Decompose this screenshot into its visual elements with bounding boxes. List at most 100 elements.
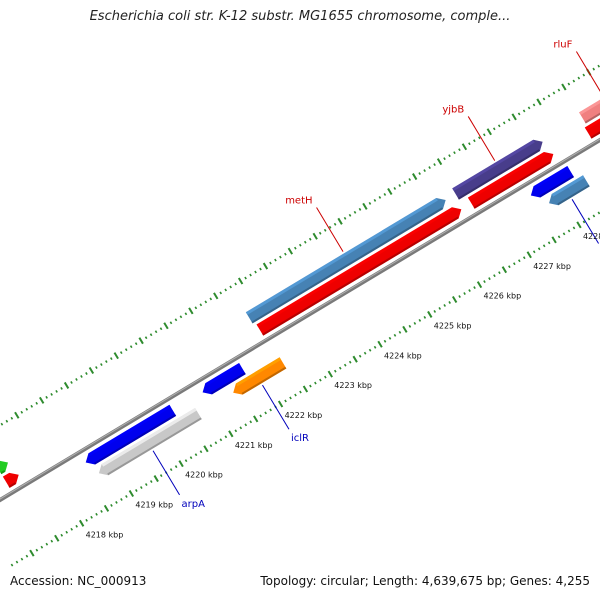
- outer-tick-mark: [403, 181, 407, 184]
- inner-tick-mark: [65, 530, 69, 534]
- outer-tick-mark: [284, 252, 287, 256]
- inner-tick-mark: [60, 533, 64, 537]
- outer-tick-mark: [542, 97, 546, 101]
- inner-tick-mark: [209, 444, 213, 448]
- inner-tick-mark: [448, 301, 451, 304]
- gene-red-fwd-left[interactable]: [2, 472, 19, 488]
- gene-arpA[interactable]: [98, 408, 202, 476]
- outer-tick-mark: [572, 79, 576, 83]
- gene-rluF[interactable]: [579, 86, 600, 124]
- inner-tick-mark: [427, 310, 433, 318]
- inner-tick-mark: [517, 259, 521, 263]
- inner-tick-mark: [309, 384, 312, 388]
- gene-iclR-rev[interactable]: [202, 362, 246, 395]
- tick-label: 4224 kbp: [384, 351, 422, 360]
- gene-label-iclR[interactable]: iclR: [291, 433, 309, 444]
- gene-arpA-rev[interactable]: [85, 404, 177, 465]
- gene-arrow-body: [85, 404, 177, 465]
- inner-tick-mark: [537, 247, 541, 251]
- outer-tick-mark: [105, 360, 108, 364]
- inner-tick-mark: [45, 542, 49, 546]
- gene-label-arpA[interactable]: arpA: [182, 499, 206, 510]
- gene-label-metH[interactable]: metH: [285, 195, 312, 206]
- tick-label: 4222 kbp: [285, 411, 323, 420]
- inner-tick-mark: [244, 423, 248, 427]
- gene-iclR[interactable]: [233, 357, 287, 395]
- outer-tick-mark: [269, 261, 272, 265]
- gene-metH[interactable]: [245, 197, 446, 324]
- outer-tick-mark: [502, 121, 506, 125]
- inner-tick-mark: [284, 399, 287, 403]
- gene-yjbB-gene[interactable]: [467, 152, 554, 209]
- map-title: Escherichia coli str. K-12 substr. MG165…: [89, 9, 511, 24]
- inner-tick-mark: [368, 348, 372, 352]
- outer-tick-mark: [138, 337, 144, 345]
- inner-tick-mark: [40, 545, 44, 549]
- outer-tick-mark: [287, 247, 294, 255]
- outer-tick-mark: [219, 291, 223, 295]
- inner-tick-mark: [269, 408, 272, 412]
- backbone-line: [0, 137, 600, 503]
- inner-tick-mark: [402, 325, 408, 333]
- gene-arrow-body: [98, 408, 202, 476]
- inner-tick-mark: [433, 310, 437, 313]
- inner-tick-mark: [184, 459, 188, 463]
- inner-tick-mark: [324, 375, 327, 379]
- gene-metH-gene[interactable]: [256, 207, 462, 336]
- inner-tick-mark: [398, 330, 402, 334]
- outer-tick-mark: [478, 136, 481, 140]
- gene-label-rluF[interactable]: rluF: [553, 40, 572, 51]
- gene-label-yjbB[interactable]: yjbB: [442, 104, 464, 115]
- gene-arrow-highlight: [452, 139, 535, 191]
- gene-labels: arpAiclRmetHyjbBpepErluF: [152, 40, 600, 510]
- outer-tick-mark: [536, 98, 542, 106]
- inner-tick-mark: [314, 381, 317, 385]
- inner-tick-mark: [85, 518, 88, 522]
- outer-tick-mark: [169, 321, 173, 325]
- inner-tick-mark: [567, 229, 571, 233]
- outer-tick-mark: [517, 112, 521, 116]
- gene-pepE[interactable]: [549, 175, 590, 206]
- gene-arrow-highlight: [88, 404, 171, 456]
- outer-tick-mark: [567, 82, 571, 86]
- outer-tick-mark: [25, 407, 29, 411]
- outer-tick-mark: [229, 285, 232, 289]
- inner-tick-mark: [249, 420, 253, 424]
- inner-tick-mark: [54, 534, 60, 542]
- gene-green-fwd[interactable]: [0, 460, 8, 475]
- inner-tick-mark: [423, 315, 427, 319]
- inner-tick-mark: [513, 262, 516, 266]
- gene-arrow-shadow: [473, 161, 551, 209]
- outer-tick-mark: [497, 124, 501, 128]
- inner-tick-mark: [140, 486, 143, 489]
- outer-tick-mark: [149, 333, 153, 337]
- gene-rluF-gene[interactable]: [584, 103, 600, 139]
- outer-tick-mark: [318, 231, 322, 235]
- outer-tick-mark: [184, 312, 188, 316]
- outer-tick-mark: [511, 113, 517, 121]
- outer-tick-mark: [461, 143, 468, 151]
- outer-tick-mark: [199, 303, 203, 307]
- gene-arrow-body: [530, 166, 575, 198]
- inner-tick-mark: [348, 360, 352, 364]
- gene-pepE-rev[interactable]: [530, 166, 575, 198]
- outer-tick-mark: [418, 172, 421, 176]
- inner-tick-mark: [597, 211, 600, 215]
- outer-tick-mark: [124, 348, 128, 352]
- outer-tick-mark: [213, 292, 219, 300]
- outer-tick-mark: [308, 237, 312, 241]
- gene-yjbB[interactable]: [452, 139, 543, 200]
- outer-tick-mark: [95, 366, 98, 369]
- inner-tick-mark: [299, 390, 302, 394]
- inner-tick-mark: [10, 563, 14, 567]
- outer-tick-mark: [492, 127, 496, 131]
- outer-tick-mark: [45, 395, 48, 399]
- outer-tick-mark: [393, 187, 397, 190]
- gene-arrow-shadow: [210, 372, 246, 395]
- outer-tick-mark: [398, 184, 402, 187]
- outer-tick-mark: [237, 277, 244, 285]
- gene-arrow-shadow: [107, 417, 202, 476]
- tick-label: 4228 kbp: [583, 232, 600, 241]
- outer-tick-mark: [35, 401, 39, 405]
